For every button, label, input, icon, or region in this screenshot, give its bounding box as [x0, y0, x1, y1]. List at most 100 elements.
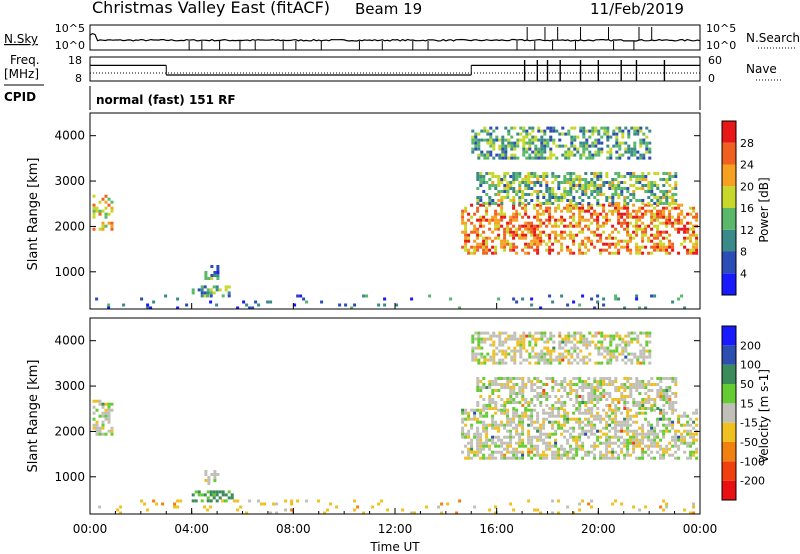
data-cell	[464, 230, 468, 234]
data-cell	[578, 386, 582, 389]
data-cell	[488, 178, 492, 181]
data-cell	[161, 502, 165, 506]
data-cell	[542, 450, 546, 454]
data-cell	[461, 215, 465, 219]
data-cell	[500, 203, 504, 207]
data-cell	[536, 175, 540, 178]
data-cell	[593, 392, 597, 395]
data-cell	[578, 423, 582, 427]
data-cell	[461, 209, 465, 213]
data-cell	[483, 331, 487, 335]
data-cell	[479, 233, 483, 237]
data-cell	[614, 209, 618, 213]
data-cell	[615, 150, 619, 154]
data-cell	[560, 221, 564, 225]
data-cell	[95, 209, 99, 213]
nave-tick-top: 60	[708, 54, 722, 67]
data-cell	[197, 490, 201, 494]
data-cell	[584, 404, 588, 407]
data-cell	[587, 450, 591, 454]
data-cell	[492, 352, 496, 356]
data-cell	[645, 331, 649, 335]
data-cell	[548, 444, 552, 448]
data-cell	[656, 227, 660, 231]
data-cell	[602, 193, 606, 196]
data-cell	[518, 432, 522, 436]
data-cell	[695, 245, 699, 249]
data-cell	[513, 144, 517, 148]
data-cell	[614, 441, 618, 445]
data-cell	[593, 306, 597, 310]
data-cell	[551, 172, 555, 175]
data-cell	[558, 144, 562, 148]
data-cell	[638, 432, 642, 436]
data-cell	[617, 242, 621, 246]
data-cell	[524, 383, 528, 386]
data-cell	[644, 386, 648, 389]
data-cell	[563, 196, 567, 199]
data-cell	[482, 404, 486, 407]
data-cell	[557, 239, 561, 243]
data-cell	[527, 251, 531, 255]
data-cell	[563, 187, 567, 190]
data-cell	[627, 340, 631, 344]
data-cell	[570, 126, 574, 130]
data-cell	[488, 383, 492, 386]
data-cell	[626, 395, 630, 398]
data-cell	[636, 358, 640, 362]
data-cell	[494, 187, 498, 190]
data-cell	[483, 340, 487, 344]
data-cell	[495, 138, 499, 142]
data-cell	[498, 334, 502, 338]
data-cell	[659, 212, 663, 216]
data-cell	[488, 236, 492, 240]
data-cell	[461, 411, 465, 415]
data-cell	[605, 221, 609, 225]
data-cell	[482, 429, 486, 433]
data-cell	[482, 236, 486, 240]
data-cell	[611, 441, 615, 445]
data-cell	[597, 153, 601, 157]
data-cell	[590, 230, 594, 234]
data-cell	[638, 508, 642, 512]
data-cell	[638, 248, 642, 252]
data-cell	[518, 184, 522, 187]
data-cell	[605, 218, 609, 222]
data-cell	[635, 414, 639, 418]
data-cell	[521, 420, 525, 424]
data-cell	[329, 502, 333, 506]
data-cell	[539, 435, 543, 439]
data-cell	[635, 209, 639, 213]
data-cell	[590, 411, 594, 415]
data-cell	[557, 426, 561, 430]
data-cell	[692, 502, 696, 506]
nsky-label: N.Sky	[4, 32, 38, 46]
data-cell	[659, 456, 663, 460]
data-cell	[653, 242, 657, 246]
data-cell	[650, 408, 654, 412]
data-cell	[632, 203, 636, 207]
data-cell	[503, 190, 507, 193]
colorbar-tick-label: 24	[740, 159, 754, 172]
data-cell	[578, 502, 582, 506]
data-cell	[653, 202, 657, 205]
data-cell	[362, 511, 366, 515]
data-cell	[566, 392, 570, 395]
data-cell	[608, 423, 612, 427]
data-cell	[653, 429, 657, 433]
data-cell	[275, 511, 279, 515]
data-cell	[641, 245, 645, 249]
data-cell	[485, 432, 489, 436]
data-cell	[488, 395, 492, 398]
data-cell	[482, 202, 486, 205]
data-cell	[497, 178, 501, 181]
data-cell	[662, 172, 666, 175]
data-cell	[536, 392, 540, 395]
data-cell	[542, 383, 546, 386]
data-cell	[638, 175, 642, 178]
data-cell	[504, 352, 508, 356]
data-cell	[485, 193, 489, 196]
data-cell	[630, 126, 634, 130]
data-cell	[593, 230, 597, 234]
data-cell	[578, 411, 582, 415]
